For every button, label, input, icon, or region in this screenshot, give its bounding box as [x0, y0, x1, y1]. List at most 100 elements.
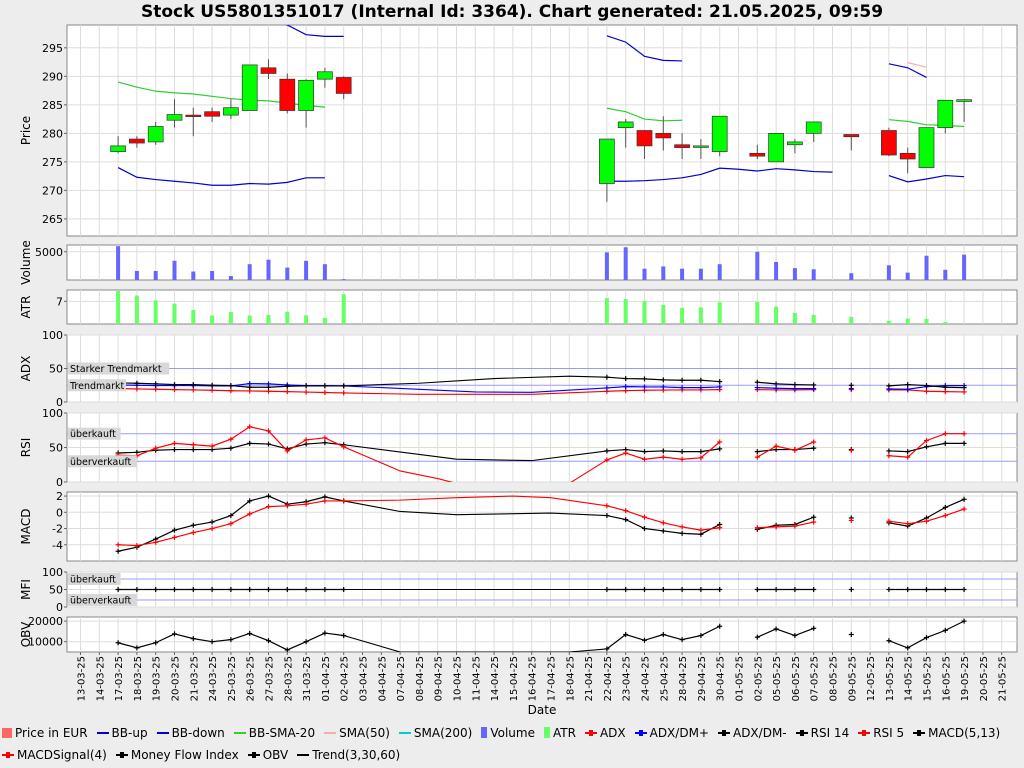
legend-label: Volume — [490, 726, 535, 740]
volume-bar — [642, 268, 647, 280]
obv-marks — [115, 618, 967, 652]
atr-bar — [774, 306, 779, 324]
legend-item-atr: ATR — [543, 722, 576, 744]
bb-down-line — [888, 174, 965, 183]
x-tick-label: 14-04-25 — [490, 656, 501, 701]
legend-item-macd-5-13: MACD(5,13) — [913, 722, 1000, 744]
x-tick-label: 16-04-25 — [528, 656, 539, 701]
volume-bar — [304, 260, 309, 280]
legend-label: RSI 5 — [873, 726, 905, 740]
volume-bar — [228, 276, 233, 280]
rsi-5-gap-line — [343, 446, 608, 482]
mfi-y-tick-label: 50 — [49, 584, 63, 597]
legend-symbol-icon — [543, 727, 550, 738]
volume-bar — [134, 270, 139, 280]
atr-bar — [924, 318, 929, 324]
atr-bar — [304, 315, 309, 324]
atr-bar — [134, 295, 139, 324]
stock-chart: 265270275280285290295Price5000Volume7ATR… — [19, 24, 1018, 717]
legend-item-sma-200: SMA(200) — [398, 722, 472, 744]
legend-label: ADX/DM- — [732, 726, 787, 740]
candle-up — [956, 99, 972, 102]
legend-symbol-icon — [2, 728, 12, 738]
x-tick-label: 15-04-25 — [509, 656, 520, 701]
threshold-label: überkauft — [68, 427, 121, 440]
candle-up — [693, 145, 709, 148]
x-tick-label: 05-05-25 — [772, 656, 783, 701]
x-tick-label: 03-04-25 — [359, 656, 370, 701]
x-tick-label: 28-03-25 — [283, 656, 294, 701]
x-tick-label: 01-05-25 — [735, 656, 746, 701]
atr-panel: 7 ATR — [19, 289, 1018, 325]
legend-label: MACDSignal(4) — [17, 748, 107, 762]
x-tick-label: 30-04-25 — [716, 656, 727, 701]
svg-text:überkauft: überkauft — [70, 575, 116, 586]
legend-label: ATR — [552, 726, 576, 740]
macd-y-tick-label: 2 — [56, 490, 63, 503]
adx-gap-line — [343, 390, 607, 395]
legend-label: RSI 14 — [810, 726, 850, 740]
adx-dm-gap-line — [343, 375, 607, 387]
atr-bar — [322, 317, 327, 324]
candle-up — [599, 138, 615, 184]
candle-up — [768, 133, 784, 163]
chart-title: Stock US5801351017 (Internal Id: 3364). … — [140, 2, 884, 22]
x-tick-label: 11-04-25 — [471, 656, 482, 701]
obv-gap-line — [343, 635, 607, 652]
x-tick-label: 07-05-25 — [810, 656, 821, 701]
price-axis-label: Price — [19, 116, 33, 145]
atr-bar — [604, 298, 609, 324]
obv-axis-label: OBV — [19, 621, 33, 647]
atr-bar — [680, 307, 685, 324]
macd-y-tick-label: -4 — [52, 539, 63, 552]
volume-bar — [943, 269, 948, 280]
volume-bar — [153, 270, 158, 280]
threshold-label: überverkauft — [68, 455, 137, 468]
bb-up-line — [606, 35, 683, 62]
x-tick-label: 12-05-25 — [866, 656, 877, 701]
volume-marks — [116, 246, 967, 280]
x-tick-label: 02-04-25 — [340, 656, 351, 701]
legend-item-rsi-5: RSI 5 — [858, 722, 904, 744]
volume-bar — [680, 268, 685, 280]
candle-up — [918, 127, 935, 168]
x-tick-label: 01-04-25 — [321, 656, 332, 701]
volume-bar — [266, 259, 271, 280]
volume-axis-label: Volume — [19, 240, 33, 285]
candle-down — [204, 111, 220, 117]
x-tick-label: 16-05-25 — [941, 656, 952, 701]
atr-bar — [698, 307, 703, 324]
x-tick-label: 20-03-25 — [171, 656, 182, 701]
legend-label: Money Flow Index — [130, 748, 239, 762]
macd-axis-label: MACD — [19, 509, 33, 545]
legend-label: BB-SMA-20 — [248, 726, 316, 740]
x-tick-label: 04-04-25 — [377, 656, 388, 701]
candle-up — [805, 121, 822, 134]
x-tick-label: 13-03-25 — [77, 656, 88, 701]
macdsignal-4-line — [757, 521, 814, 529]
candle-up — [166, 114, 183, 121]
x-tick-label: 31-03-25 — [302, 656, 313, 701]
threshold-label: überkauft — [68, 573, 121, 586]
rsi-panel: 0 50 100 RSI überkauft überverkauft — [19, 407, 1018, 489]
legend-symbol-icon — [481, 727, 488, 738]
legend-item-bb-sma-20: BB-SMA-20 — [233, 722, 316, 744]
legend-label: ADX — [599, 726, 626, 740]
volume-bar — [792, 268, 797, 280]
price-plot-area — [66, 24, 1018, 237]
legend-label: OBV — [262, 748, 289, 762]
legend-item-rsi-14: RSI 14 — [795, 722, 850, 744]
volume-plot-area — [66, 244, 1018, 281]
legend-symbol-icon — [297, 750, 310, 760]
price-y-tick-label: 265 — [42, 213, 63, 226]
legend: Price in EUR BB-up BB-down BB-SMA-20 SMA(50)… — [2, 722, 1022, 766]
obv-y-tick-label: 20000 — [28, 615, 63, 628]
x-tick-label: 23-04-25 — [622, 656, 633, 701]
bb-down-line — [117, 167, 325, 186]
x-tick-label: 17-03-25 — [114, 656, 125, 701]
atr-bar — [886, 320, 891, 324]
x-tick-label: 08-05-25 — [829, 656, 840, 701]
mfi-panel: 0 50 100 MFI überkauft überverkauft — [19, 566, 1018, 614]
threshold-label: Starker Trendmarkt — [68, 362, 170, 375]
bb-up-line — [888, 63, 927, 78]
